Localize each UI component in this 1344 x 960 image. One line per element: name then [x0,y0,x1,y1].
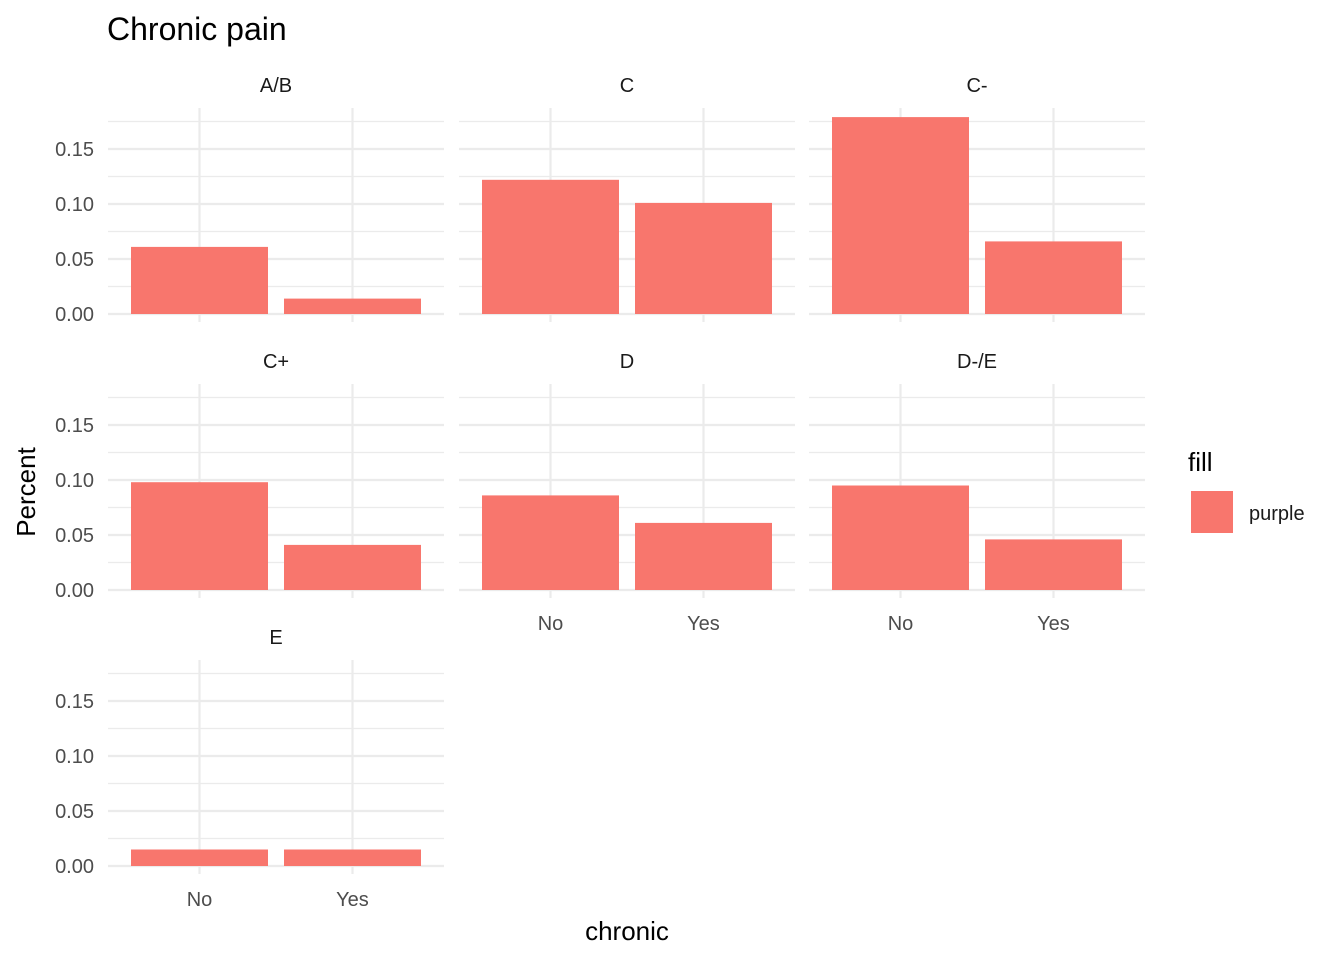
facet-panel: C [459,75,795,322]
y-tick-label: 0.05 [55,525,94,547]
bar-no [832,117,969,314]
facet-panel: D No Yes [459,351,795,635]
bar-yes [284,544,421,590]
facet-panel: A/B 0.00 0.05 0.10 0.15 [55,75,444,326]
facet-strip-label: C [620,75,634,97]
legend: fill purple [1188,447,1305,533]
bar-yes [284,849,421,866]
bar-no [832,485,969,590]
chart-title: Chronic pain [107,11,287,47]
y-tick-label: 0.00 [55,580,94,602]
y-tick-label: 0.15 [55,139,94,161]
facet-strip-label: E [269,627,282,649]
facet-panel: C+ 0.00 0.05 0.10 0.15 [55,351,444,602]
facet-strip-label: C+ [263,351,289,373]
facet-panel: C- [809,75,1145,322]
x-tick-label: No [538,613,564,635]
bar-no [131,482,268,590]
y-tick-label: 0.05 [55,801,94,823]
legend-label-purple: purple [1249,503,1305,525]
legend-key-purple [1191,491,1233,533]
y-tick-label: 0.10 [55,194,94,216]
y-tick-label: 0.00 [55,304,94,326]
x-tick-label: No [187,889,213,911]
y-tick-label: 0.05 [55,249,94,271]
legend-title: fill [1188,447,1213,477]
facet-strip-label: D-/E [957,351,997,373]
bar-yes [284,298,421,314]
facet-panel: D-/E No Yes [809,351,1145,635]
bar-yes [635,202,772,314]
x-axis-title: chronic [585,916,669,946]
facet-strip-label: C- [966,75,987,97]
bar-yes [985,539,1122,590]
facet-panels: A/B 0.00 0.05 0.10 0.15 C C- C+ 0.00 0.05 0.10 0.15… [55,75,1145,911]
x-tick-label: Yes [687,613,720,635]
x-tick-label: Yes [336,889,369,911]
facet-strip-label: A/B [260,75,292,97]
x-tick-label: No [888,613,914,635]
y-tick-label: 0.10 [55,746,94,768]
bar-no [131,246,268,314]
facet-strip-label: D [620,351,634,373]
x-tick-label: Yes [1037,613,1070,635]
y-axis-title: Percent [11,446,41,536]
y-tick-label: 0.10 [55,470,94,492]
y-tick-label: 0.00 [55,856,94,878]
bar-no [482,179,619,314]
y-tick-label: 0.15 [55,691,94,713]
bar-no [482,495,619,590]
facet-panel: E 0.00 0.05 0.10 0.15 No Yes [55,627,444,911]
bar-yes [635,522,772,590]
bar-yes [985,241,1122,314]
bar-no [131,849,268,866]
y-tick-label: 0.15 [55,415,94,437]
